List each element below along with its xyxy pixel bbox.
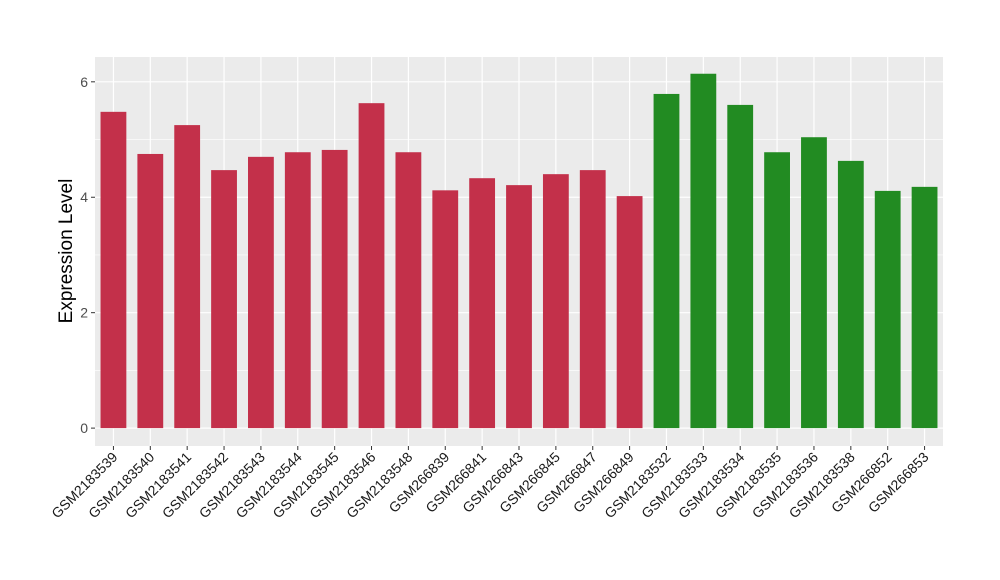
bar-GSM2183543	[248, 156, 274, 429]
bar-GSM2183538	[837, 160, 864, 429]
bar-GSM266841	[469, 178, 496, 429]
bar-GSM266839	[432, 190, 459, 429]
bar-GSM266852	[874, 190, 901, 429]
bar-GSM2183544	[284, 152, 311, 429]
bar-GSM2183545	[321, 149, 348, 429]
bar-GSM266849	[616, 196, 643, 429]
bar-GSM2183539	[100, 111, 127, 429]
y-axis-label: Expression Level	[56, 179, 77, 324]
bar-GSM2183546	[358, 103, 385, 429]
bar-GSM2183534	[727, 104, 754, 429]
bar-GSM266845	[542, 174, 569, 429]
bar-GSM2183541	[174, 125, 201, 429]
bar-GSM2183536	[801, 137, 827, 429]
y-tick-label: 4	[80, 189, 88, 205]
y-tick-label: 2	[80, 305, 88, 321]
bar-GSM2183548	[395, 152, 422, 429]
bar-GSM2183542	[211, 170, 237, 429]
bar-GSM2183540	[137, 153, 164, 429]
y-tick-label: 6	[80, 74, 88, 90]
bar-GSM266843	[506, 185, 532, 429]
bar-GSM266847	[579, 170, 606, 429]
y-tick-label: 0	[80, 420, 88, 436]
bar-GSM266853	[911, 186, 938, 429]
bar-GSM2183533	[690, 73, 717, 429]
bar-GSM2183535	[764, 152, 790, 429]
bar-GSM2183532	[653, 93, 680, 429]
